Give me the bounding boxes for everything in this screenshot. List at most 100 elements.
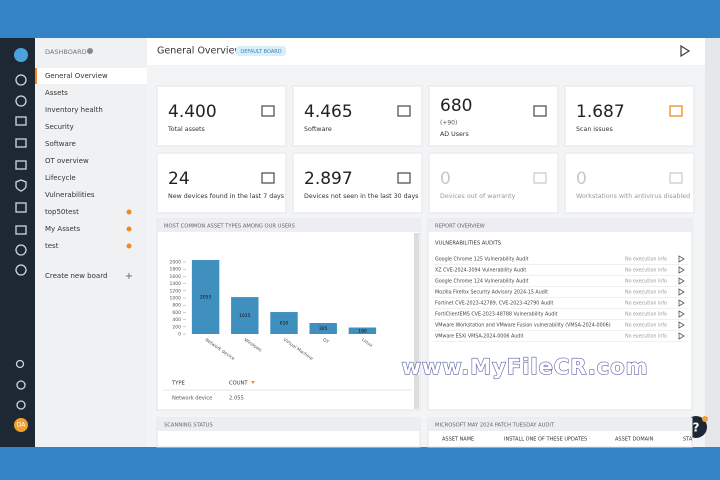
sidebar-icons bbox=[14, 48, 28, 410]
run-button[interactable] bbox=[678, 255, 685, 263]
bar-label: 1025 bbox=[239, 313, 251, 319]
help-dot bbox=[702, 416, 708, 422]
card-icon bbox=[397, 172, 411, 184]
report-name[interactable]: VMware ESXi VMSA-2024-0006 Audit bbox=[435, 334, 524, 340]
nav-item[interactable]: Lifecycle bbox=[45, 174, 76, 182]
help-label: ? bbox=[693, 421, 700, 435]
nav-item[interactable]: My Assets bbox=[45, 225, 81, 233]
add-icon: + bbox=[125, 271, 133, 282]
x-tick-label: OT bbox=[321, 337, 330, 346]
bar bbox=[309, 323, 337, 334]
card-sub: (+90) bbox=[440, 120, 457, 127]
card-icon bbox=[533, 105, 547, 117]
card-label: Scan issues bbox=[576, 126, 613, 133]
table-header: STA bbox=[683, 437, 693, 443]
card-label: Total assets bbox=[167, 126, 205, 133]
table-header: ASSET DOMAIN bbox=[615, 437, 654, 443]
sort-icon bbox=[251, 381, 255, 384]
nav-item[interactable]: Security bbox=[45, 123, 74, 131]
play-button[interactable] bbox=[680, 44, 691, 58]
report-status: No execution info bbox=[625, 257, 667, 263]
card-label: Workstations with antivirus disabled bbox=[576, 193, 690, 200]
run-button[interactable] bbox=[678, 310, 685, 318]
card-value: 2.897 bbox=[304, 169, 353, 189]
y-tick-label: 200 bbox=[172, 324, 181, 330]
report-name[interactable]: Google Chrome 125 Vulnerability Audit bbox=[435, 257, 529, 263]
report-status: No execution info bbox=[625, 334, 667, 340]
nav-item[interactable]: OT overview bbox=[45, 157, 89, 165]
panel-title: MOST COMMON ASSET TYPES AMONG OUR USERS bbox=[164, 224, 295, 230]
badge-bg bbox=[236, 46, 286, 56]
nav-active bbox=[35, 68, 147, 84]
bar bbox=[231, 297, 259, 334]
card-label: Devices out of warranty bbox=[440, 193, 516, 200]
table-header: COUNT bbox=[229, 381, 248, 387]
y-tick-label: 600 bbox=[172, 310, 181, 316]
nav-item[interactable]: Vulnerabilities bbox=[45, 191, 95, 199]
bottom-border bbox=[0, 447, 720, 480]
report-name[interactable]: FortiClientEMS CVE-2023-48788 Vulnerabil… bbox=[435, 312, 558, 318]
nav-item[interactable]: Assets bbox=[45, 89, 68, 97]
top-border bbox=[0, 0, 720, 38]
run-button[interactable] bbox=[678, 277, 685, 285]
nav-item[interactable]: General Overview bbox=[45, 72, 108, 80]
panel-header bbox=[157, 418, 420, 431]
table-cell: Network device bbox=[172, 396, 212, 402]
run-button[interactable] bbox=[678, 332, 685, 340]
card-value: 4.465 bbox=[304, 102, 353, 122]
bar bbox=[348, 327, 377, 334]
card-value: 4.400 bbox=[168, 102, 217, 122]
report-name[interactable]: Mozilla Firefox Security Advisory 2024-1… bbox=[435, 290, 548, 296]
share-icon bbox=[126, 226, 132, 232]
panel-title: REPORT OVERVIEW bbox=[435, 224, 485, 230]
sidebar bbox=[0, 38, 35, 447]
user-avatar[interactable] bbox=[14, 418, 28, 432]
report-status: No execution info bbox=[625, 290, 667, 296]
create-board[interactable]: Create new board bbox=[45, 272, 107, 280]
card-label: AD Users bbox=[440, 131, 469, 138]
nav-panel bbox=[35, 38, 147, 447]
nav-item[interactable]: top50test bbox=[45, 208, 79, 216]
panel-header bbox=[157, 219, 420, 232]
card-icon bbox=[669, 172, 683, 184]
report-status: No execution info bbox=[625, 268, 667, 274]
bar-label: 305 bbox=[319, 326, 328, 332]
table-header: INSTALL ONE OF THESE UPDATES bbox=[504, 437, 587, 443]
table-cell: 2.055 bbox=[229, 396, 244, 402]
user-initials: DA bbox=[17, 422, 27, 429]
nav-active-bar bbox=[35, 68, 37, 84]
card-label: Devices not seen in the last 30 days bbox=[304, 193, 418, 200]
card-label: New devices found in the last 7 days bbox=[168, 193, 284, 200]
card-value: 0 bbox=[576, 169, 587, 189]
y-tick-label: 1600 bbox=[170, 274, 182, 280]
report-name[interactable]: Google Chrome 124 Vulnerability Audit bbox=[435, 279, 529, 285]
panel-header bbox=[428, 219, 692, 232]
table-scroll bbox=[414, 375, 419, 409]
card-icon bbox=[261, 172, 275, 184]
run-button[interactable] bbox=[678, 288, 685, 296]
y-tick-label: 1800 bbox=[170, 267, 182, 273]
share-icon bbox=[126, 243, 132, 249]
bar-label: 610 bbox=[280, 321, 289, 327]
y-tick-label: 400 bbox=[172, 317, 181, 323]
card-value: 24 bbox=[168, 169, 190, 189]
watermark: www.MyFileCR.com bbox=[401, 355, 648, 379]
report-status: No execution info bbox=[625, 301, 667, 307]
card-value: 680 bbox=[440, 96, 472, 116]
report-name[interactable]: VMware Workstation and VMware Fusion vul… bbox=[435, 323, 611, 329]
nav-item[interactable]: Inventory health bbox=[45, 106, 103, 114]
report-status: No execution info bbox=[625, 323, 667, 329]
y-tick-label: 2000 bbox=[170, 260, 182, 266]
nav-item[interactable]: test bbox=[45, 242, 59, 250]
run-button[interactable] bbox=[678, 321, 685, 329]
y-tick-label: 0 bbox=[178, 332, 181, 338]
report-name[interactable]: XZ CVE-2024-3094 Vulnerability Audit bbox=[435, 268, 526, 274]
panel bbox=[427, 218, 693, 411]
run-button[interactable] bbox=[678, 266, 685, 274]
chart-scroll bbox=[414, 233, 419, 373]
badge: DEFAULT BOARD bbox=[240, 49, 281, 55]
y-tick-label: 1400 bbox=[170, 281, 182, 287]
nav-item[interactable]: Software bbox=[45, 140, 76, 148]
report-name[interactable]: Fortinet CVE-2023-42789, CVE-2023-42790 … bbox=[435, 301, 554, 307]
run-button[interactable] bbox=[678, 299, 685, 307]
